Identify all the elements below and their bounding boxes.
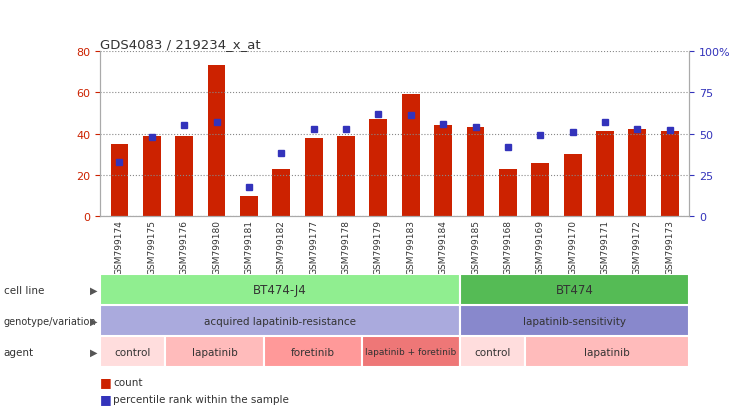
Bar	[110, 145, 128, 217]
Bar	[143, 136, 161, 217]
Bar	[661, 132, 679, 217]
Bar	[305, 138, 322, 217]
Text: ▶: ▶	[90, 285, 98, 295]
Text: control: control	[115, 347, 151, 357]
Bar	[499, 169, 516, 217]
Text: control: control	[474, 347, 511, 357]
Bar	[362, 337, 460, 368]
Text: count: count	[113, 377, 143, 387]
Text: lapatinib: lapatinib	[585, 347, 630, 357]
Bar	[402, 95, 419, 217]
Text: cell line: cell line	[4, 285, 44, 295]
Bar	[240, 196, 258, 217]
Bar	[264, 337, 362, 368]
Bar	[460, 337, 525, 368]
Text: BT474-J4: BT474-J4	[253, 284, 307, 297]
Bar	[273, 169, 290, 217]
Bar	[525, 337, 689, 368]
Text: genotype/variation: genotype/variation	[4, 316, 96, 326]
Text: ▶: ▶	[90, 347, 98, 357]
Bar	[207, 66, 225, 217]
Text: percentile rank within the sample: percentile rank within the sample	[113, 394, 289, 404]
Bar	[531, 163, 549, 217]
Bar	[467, 128, 485, 217]
Bar	[564, 155, 582, 217]
Text: GDS4083 / 219234_x_at: GDS4083 / 219234_x_at	[100, 38, 261, 50]
Text: ▶: ▶	[90, 316, 98, 326]
Bar	[370, 120, 388, 217]
Bar	[596, 132, 614, 217]
Bar	[434, 126, 452, 217]
Text: lapatinib-sensitivity: lapatinib-sensitivity	[523, 316, 626, 326]
Bar	[100, 306, 460, 337]
Text: lapatinib + foretinib: lapatinib + foretinib	[365, 348, 456, 356]
Bar	[165, 337, 264, 368]
Text: foretinib: foretinib	[290, 347, 335, 357]
Bar	[460, 275, 689, 306]
Text: agent: agent	[4, 347, 34, 357]
Bar	[337, 136, 355, 217]
Bar	[628, 130, 646, 217]
Text: ■: ■	[100, 392, 112, 405]
Bar	[100, 275, 460, 306]
Text: acquired lapatinib-resistance: acquired lapatinib-resistance	[204, 316, 356, 326]
Text: ■: ■	[100, 375, 112, 389]
Bar	[100, 337, 165, 368]
Bar	[176, 136, 193, 217]
Bar	[460, 306, 689, 337]
Text: lapatinib: lapatinib	[192, 347, 237, 357]
Text: BT474: BT474	[556, 284, 594, 297]
